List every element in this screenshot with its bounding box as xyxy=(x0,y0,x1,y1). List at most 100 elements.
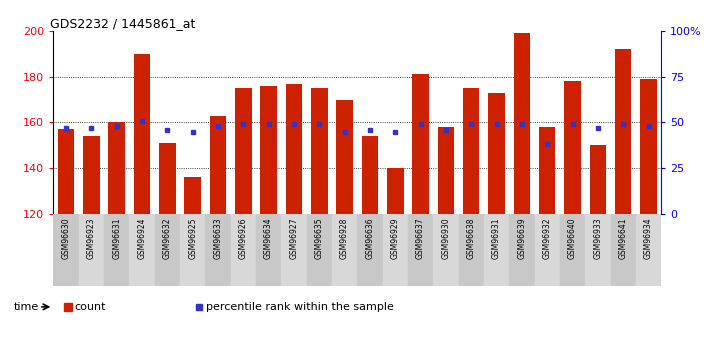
Bar xyxy=(58,129,74,214)
Text: GSM96924: GSM96924 xyxy=(137,218,146,259)
Text: GSM96639: GSM96639 xyxy=(518,218,526,259)
Text: 82 h: 82 h xyxy=(625,304,647,314)
Text: GSM96929: GSM96929 xyxy=(391,218,400,259)
Bar xyxy=(306,214,332,290)
Text: GSM96630: GSM96630 xyxy=(61,218,70,259)
Bar xyxy=(539,127,555,214)
Text: GSM96934: GSM96934 xyxy=(644,218,653,259)
Bar xyxy=(357,214,383,290)
Text: 42 h: 42 h xyxy=(119,304,140,314)
Bar xyxy=(615,49,631,214)
FancyBboxPatch shape xyxy=(459,292,509,326)
Text: GSM96928: GSM96928 xyxy=(340,218,349,259)
Text: GSM96632: GSM96632 xyxy=(163,218,172,259)
Text: 66 h: 66 h xyxy=(422,304,444,314)
Bar xyxy=(336,100,353,214)
Text: GSM96932: GSM96932 xyxy=(542,218,552,259)
Bar xyxy=(154,214,180,290)
Text: GSM96933: GSM96933 xyxy=(594,218,602,259)
Bar xyxy=(589,145,606,214)
Bar xyxy=(159,143,176,214)
Bar xyxy=(184,177,201,214)
Text: GSM96925: GSM96925 xyxy=(188,218,197,259)
Text: count: count xyxy=(75,302,106,312)
Text: GSM96641: GSM96641 xyxy=(619,218,628,259)
Bar xyxy=(433,214,459,290)
Bar xyxy=(256,214,282,290)
Text: 38 h: 38 h xyxy=(68,304,90,314)
Bar xyxy=(180,214,205,290)
Bar xyxy=(636,214,661,290)
Text: GSM96638: GSM96638 xyxy=(466,218,476,259)
Bar xyxy=(53,214,79,290)
FancyBboxPatch shape xyxy=(53,292,104,326)
Bar xyxy=(230,214,256,290)
Bar xyxy=(408,214,433,290)
Bar xyxy=(83,136,100,214)
Text: percentile rank within the sample: percentile rank within the sample xyxy=(206,302,394,312)
Text: GSM96636: GSM96636 xyxy=(365,218,375,259)
Bar xyxy=(641,79,657,214)
Text: 46 h: 46 h xyxy=(169,304,191,314)
Text: GSM96635: GSM96635 xyxy=(315,218,324,259)
Text: time: time xyxy=(14,302,40,312)
FancyBboxPatch shape xyxy=(560,292,611,326)
FancyBboxPatch shape xyxy=(306,292,357,326)
FancyBboxPatch shape xyxy=(205,292,256,326)
Bar xyxy=(210,116,226,214)
Bar xyxy=(286,83,302,214)
Text: 70 h: 70 h xyxy=(473,304,495,314)
Bar xyxy=(463,88,479,214)
FancyBboxPatch shape xyxy=(408,292,459,326)
Text: GSM96930: GSM96930 xyxy=(442,218,451,259)
Bar xyxy=(235,88,252,214)
Bar xyxy=(535,214,560,290)
FancyBboxPatch shape xyxy=(104,292,154,326)
Bar xyxy=(459,214,484,290)
Bar xyxy=(129,214,155,290)
Text: GSM96926: GSM96926 xyxy=(239,218,248,259)
Text: GSM96927: GSM96927 xyxy=(289,218,299,259)
Bar xyxy=(311,88,328,214)
Text: GDS2232 / 1445861_at: GDS2232 / 1445861_at xyxy=(50,17,196,30)
Bar xyxy=(134,54,150,214)
Text: 62 h: 62 h xyxy=(372,304,393,314)
Text: 54 h: 54 h xyxy=(270,304,292,314)
Bar xyxy=(104,214,129,290)
Bar xyxy=(108,122,125,214)
Bar xyxy=(387,168,404,214)
Text: 74 h: 74 h xyxy=(524,304,545,314)
Bar xyxy=(362,136,378,214)
Text: GSM96633: GSM96633 xyxy=(213,218,223,259)
Bar xyxy=(509,214,535,290)
Bar xyxy=(560,214,585,290)
FancyBboxPatch shape xyxy=(611,292,661,326)
Bar xyxy=(611,214,636,290)
Text: GSM96634: GSM96634 xyxy=(264,218,273,259)
Text: 58 h: 58 h xyxy=(321,304,343,314)
Bar xyxy=(412,75,429,214)
Bar xyxy=(205,214,230,290)
Bar xyxy=(282,214,306,290)
Text: 78 h: 78 h xyxy=(574,304,596,314)
Bar xyxy=(565,81,581,214)
Bar xyxy=(585,214,611,290)
FancyBboxPatch shape xyxy=(256,292,306,326)
Bar xyxy=(484,214,509,290)
Bar xyxy=(438,127,454,214)
Text: GSM96640: GSM96640 xyxy=(568,218,577,259)
Bar xyxy=(79,214,104,290)
Text: 50 h: 50 h xyxy=(220,304,242,314)
FancyBboxPatch shape xyxy=(357,292,408,326)
Bar xyxy=(332,214,358,290)
Bar xyxy=(383,214,408,290)
FancyBboxPatch shape xyxy=(509,292,560,326)
Text: GSM96637: GSM96637 xyxy=(416,218,425,259)
Text: GSM96631: GSM96631 xyxy=(112,218,121,259)
Text: GSM96923: GSM96923 xyxy=(87,218,96,259)
Bar xyxy=(260,86,277,214)
Text: GSM96931: GSM96931 xyxy=(492,218,501,259)
Bar xyxy=(488,93,505,214)
Bar xyxy=(513,33,530,214)
FancyBboxPatch shape xyxy=(154,292,205,326)
